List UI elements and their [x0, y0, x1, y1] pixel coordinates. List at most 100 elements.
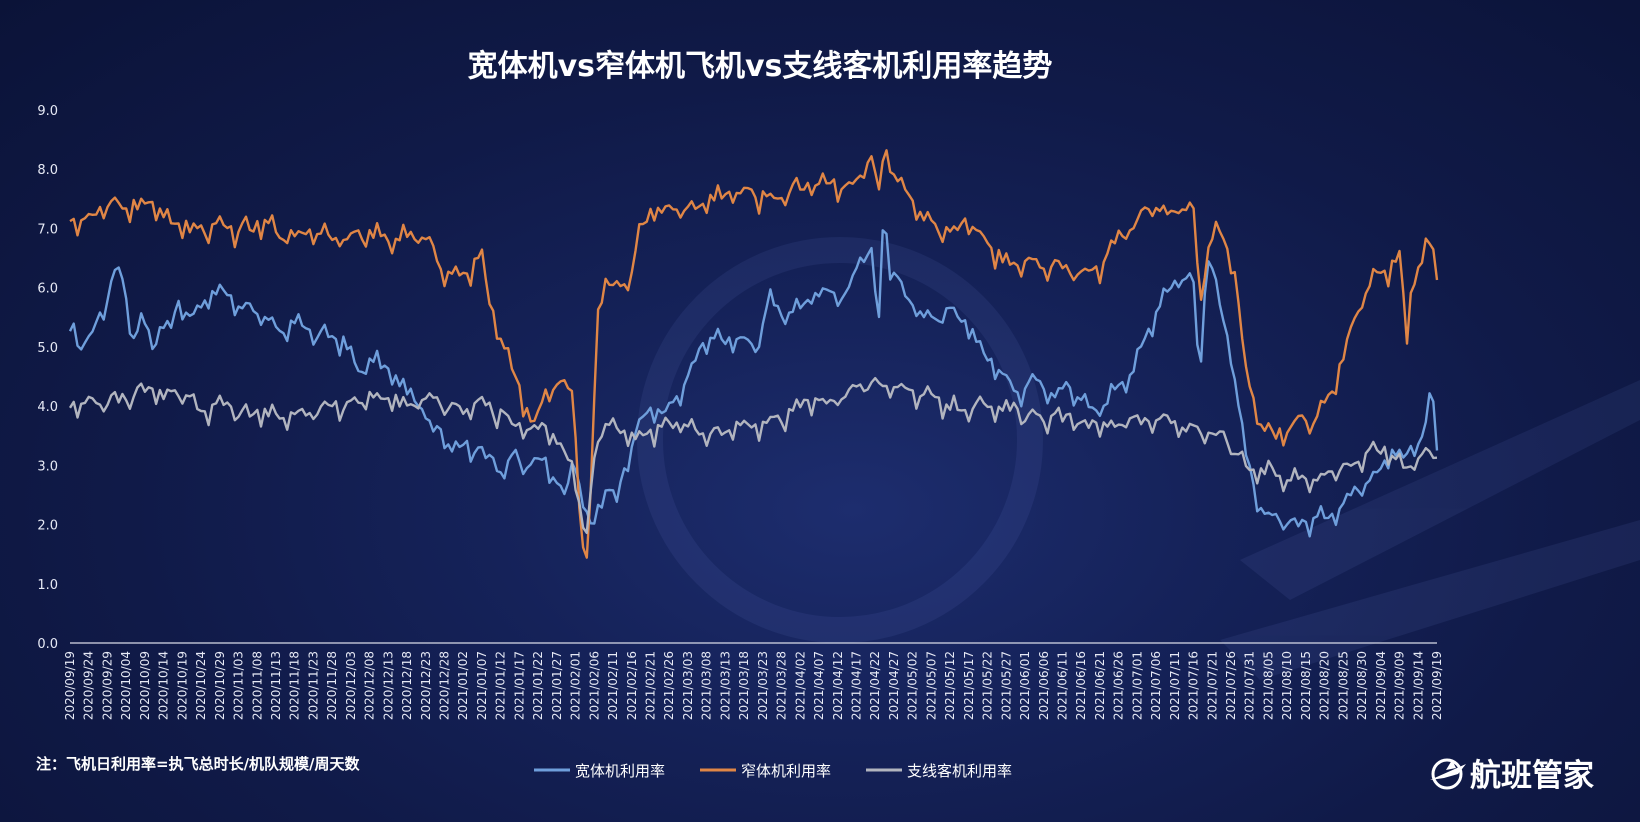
x-tick-label: 2020/11/03	[232, 651, 246, 720]
x-tick-label: 2021/04/12	[831, 651, 845, 720]
x-tick-label: 2021/06/06	[1037, 651, 1051, 720]
x-tick-label: 2021/01/17	[512, 651, 526, 720]
x-tick-label: 2021/06/11	[1055, 651, 1069, 720]
x-tick-label: 2021/07/01	[1130, 651, 1144, 720]
x-tick-label: 2021/01/02	[456, 651, 470, 720]
y-tick-label: 9.0	[37, 104, 58, 119]
x-tick-label: 2021/02/06	[587, 651, 601, 720]
x-tick-label: 2021/03/08	[700, 651, 714, 720]
series-lines	[68, 149, 1439, 559]
legend-item-wide: 宽体机利用率	[534, 762, 665, 780]
x-tick-label: 2021/01/22	[531, 651, 545, 720]
x-tick-label: 2020/11/23	[306, 651, 320, 720]
y-tick-label: 2.0	[37, 519, 58, 534]
x-tick-label: 2021/08/15	[1299, 651, 1313, 720]
x-tick-label: 2020/09/24	[82, 651, 96, 720]
x-tick-label: 2021/03/03	[681, 651, 695, 720]
x-axis: 2020/09/19 2020/09/24 2020/09/29 2020/10/04…	[63, 651, 1444, 720]
x-tick-label: 2021/05/17	[962, 651, 976, 720]
x-tick-label: 2021/03/13	[718, 651, 732, 720]
x-tick-label: 2021/04/22	[868, 651, 882, 720]
x-tick-label: 2021/06/21	[1093, 651, 1107, 720]
x-tick-label: 2021/04/27	[887, 651, 901, 720]
x-tick-label: 2021/09/09	[1393, 651, 1407, 720]
x-tick-label: 2021/07/06	[1149, 651, 1163, 720]
x-tick-label: 2021/01/12	[494, 651, 508, 720]
background-watermark-icon	[637, 237, 1640, 680]
y-tick-label: 6.0	[37, 282, 58, 297]
x-tick-label: 2020/09/29	[100, 651, 114, 720]
x-tick-label: 2020/10/24	[194, 651, 208, 720]
x-tick-label: 2021/02/11	[606, 651, 620, 720]
x-tick-label: 2021/03/18	[737, 651, 751, 720]
x-tick-label: 2021/09/19	[1430, 651, 1444, 720]
x-tick-label: 2021/05/02	[906, 651, 920, 720]
y-tick-label: 7.0	[37, 222, 58, 237]
x-tick-label: 2021/07/11	[1168, 651, 1182, 720]
x-tick-label: 2021/08/20	[1318, 651, 1332, 720]
x-tick-label: 2021/02/01	[569, 651, 583, 720]
y-tick-label: 0.0	[37, 637, 58, 652]
legend-label-wide: 宽体机利用率	[575, 762, 665, 780]
x-tick-label: 2020/12/23	[419, 651, 433, 720]
x-tick-label: 2020/11/13	[269, 651, 283, 720]
legend: 宽体机利用率 窄体机利用率 支线客机利用率	[534, 762, 1012, 780]
x-tick-label: 2021/05/22	[981, 651, 995, 720]
y-tick-label: 3.0	[37, 459, 58, 474]
x-tick-label: 2021/06/16	[1074, 651, 1088, 720]
legend-item-regional: 支线客机利用率	[866, 762, 1012, 780]
x-tick-label: 2020/12/08	[363, 651, 377, 720]
series-line-regional	[68, 376, 1438, 535]
legend-label-narrow: 窄体机利用率	[741, 762, 831, 780]
series-line-narrow-body	[69, 149, 1439, 559]
legend-label-regional: 支线客机利用率	[907, 762, 1012, 780]
y-tick-label: 8.0	[37, 163, 58, 178]
series-line-wide-body	[68, 229, 1439, 538]
brand-name: 航班管家	[1470, 758, 1594, 794]
legend-item-narrow: 窄体机利用率	[700, 762, 831, 780]
chart-title: 宽体机vs窄体机飞机vs支线客机利用率趋势	[468, 49, 1053, 84]
x-tick-label: 2021/04/17	[849, 651, 863, 720]
x-tick-label: 2021/08/05	[1261, 651, 1275, 720]
x-tick-label: 2021/06/01	[1018, 651, 1032, 720]
x-tick-label: 2021/07/16	[1187, 651, 1201, 720]
x-tick-label: 2020/10/19	[175, 651, 189, 720]
x-tick-label: 2021/04/02	[793, 651, 807, 720]
brand-logo: 航班管家	[1430, 758, 1594, 794]
x-tick-label: 2021/07/31	[1243, 651, 1257, 720]
x-tick-label: 2020/09/19	[63, 651, 77, 720]
x-tick-label: 2021/08/10	[1280, 651, 1294, 720]
y-tick-label: 4.0	[37, 400, 58, 415]
x-tick-label: 2020/12/13	[381, 651, 395, 720]
x-tick-label: 2021/06/26	[1112, 651, 1126, 720]
x-tick-label: 2021/05/27	[999, 651, 1013, 720]
y-axis: 0.0 1.0 2.0 3.0 4.0 5.0 6.0 7.0 8.0 9.0	[37, 104, 58, 652]
x-tick-label: 2021/02/26	[662, 651, 676, 720]
x-tick-label: 2020/10/09	[138, 651, 152, 720]
x-tick-label: 2021/05/07	[924, 651, 938, 720]
x-tick-label: 2021/01/07	[475, 651, 489, 720]
x-tick-label: 2020/11/18	[288, 651, 302, 720]
x-tick-label: 2020/11/08	[250, 651, 264, 720]
formula-note: 注：飞机日利用率=执飞总时长/机队规模/周天数	[36, 755, 361, 773]
x-tick-label: 2020/11/28	[325, 651, 339, 720]
x-tick-label: 2020/12/03	[344, 651, 358, 720]
x-tick-label: 2021/01/27	[550, 651, 564, 720]
y-tick-label: 5.0	[37, 341, 58, 356]
x-tick-label: 2021/09/04	[1374, 651, 1388, 720]
x-tick-label: 2021/08/25	[1336, 651, 1350, 720]
x-tick-label: 2021/05/12	[943, 651, 957, 720]
x-tick-label: 2020/12/18	[400, 651, 414, 720]
x-tick-label: 2020/10/29	[213, 651, 227, 720]
x-tick-label: 2021/07/26	[1224, 651, 1238, 720]
x-tick-label: 2021/03/28	[775, 651, 789, 720]
x-tick-label: 2020/10/04	[119, 651, 133, 720]
x-tick-label: 2021/04/07	[812, 651, 826, 720]
x-tick-label: 2021/09/14	[1411, 651, 1425, 720]
x-tick-label: 2021/02/21	[644, 651, 658, 720]
plane-circle-logo-icon	[1430, 758, 1466, 790]
y-tick-label: 1.0	[37, 578, 58, 593]
x-tick-label: 2021/02/16	[625, 651, 639, 720]
